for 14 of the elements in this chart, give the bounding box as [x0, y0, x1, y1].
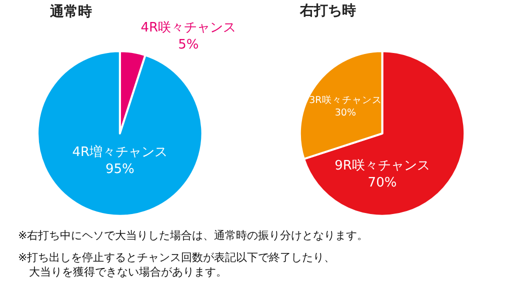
text: ※右打ち中にヘソで大当りした場合は、通常時の振り分けとなります。	[18, 229, 368, 242]
pie-slice	[36, 50, 204, 217]
slice-label: 4R増々チャンス	[72, 144, 168, 160]
data-label: 30%	[334, 107, 356, 118]
text: ※打ち出しを停止するとチャンス回数が表記以下で終了したり、大当りを獲得できない場合があります。	[18, 251, 336, 278]
chart-title: 通常時	[49, 3, 92, 20]
data-label: 95%	[105, 162, 134, 178]
pie-slice	[302, 50, 466, 217]
slice-label: 3R咲々チャンス	[309, 94, 382, 106]
data-label: 5%	[178, 38, 199, 53]
chart-title: 右打ち時	[299, 3, 356, 19]
data-label: 70%	[368, 175, 397, 190]
slice-label: 9R咲々チャンス	[334, 158, 430, 174]
slice-label: 4R咲々チャンス	[140, 20, 236, 36]
